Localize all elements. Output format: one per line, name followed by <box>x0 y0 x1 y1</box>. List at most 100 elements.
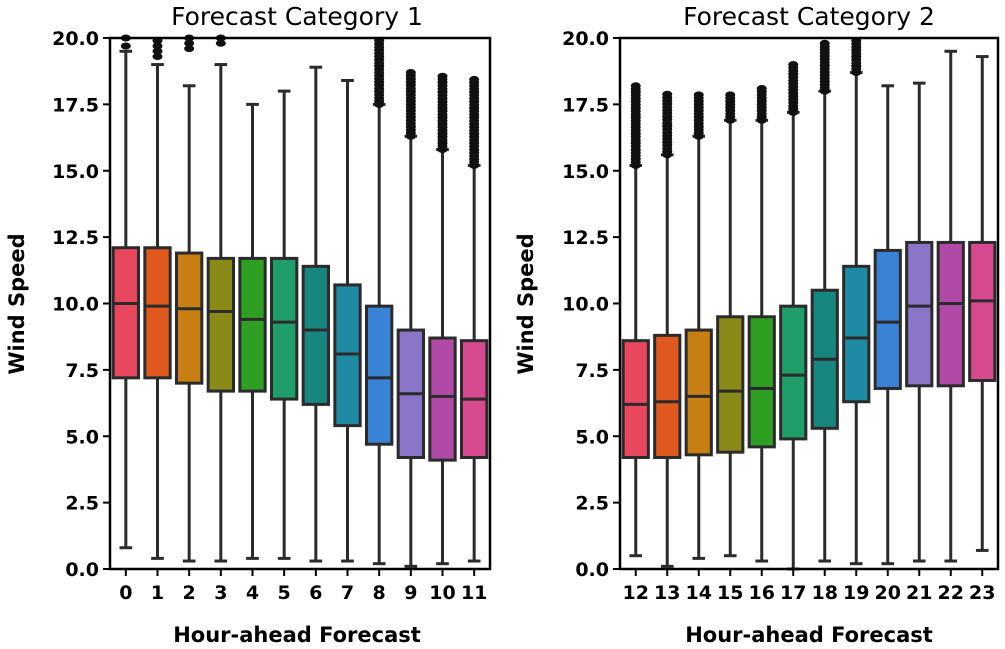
x-tick-label: 16 <box>749 582 775 604</box>
outlier-point <box>662 90 673 98</box>
x-tick-label: 15 <box>717 582 743 604</box>
x-tick-label: 19 <box>843 582 869 604</box>
x-tick-label: 2 <box>183 582 196 604</box>
y-axis-label: Wind Speed <box>5 233 29 374</box>
x-tick-label: 7 <box>341 582 354 604</box>
x-tick-label: 14 <box>686 582 712 604</box>
y-tick-label: 17.5 <box>562 94 609 116</box>
box-iqr <box>779 304 808 441</box>
box-18 <box>810 39 839 563</box>
x-tick-label: 8 <box>373 582 386 604</box>
box-2 <box>175 34 204 563</box>
box-21 <box>905 81 934 563</box>
x-tick-label: 21 <box>906 582 932 604</box>
y-axis-label: Wind Speed <box>514 233 538 374</box>
box-iqr <box>905 240 934 388</box>
x-tick-label: 12 <box>623 582 649 604</box>
panel-forecast-category-1: Forecast Category 1 Wind Speed Hour-ahea… <box>5 2 492 647</box>
y-tick-label: 0.0 <box>65 559 99 581</box>
plot-area: 0.0 2.5 5.0 7.5 10.0 12.5 15.0 17.5 20.0 0 1 2 3 4 5 6 7… <box>52 28 492 604</box>
outlier-point <box>788 61 799 69</box>
x-tick-label: 0 <box>119 582 132 604</box>
box-0 <box>111 34 140 550</box>
outlier-point <box>819 39 830 47</box>
box-17 <box>779 61 808 571</box>
box-iqr <box>653 333 682 459</box>
box-23 <box>968 55 997 552</box>
outlier-point <box>152 42 163 50</box>
outlier-point <box>152 53 163 61</box>
box-11 <box>460 75 489 563</box>
box-13 <box>653 90 682 568</box>
box-20 <box>873 84 902 566</box>
x-tick-label: 17 <box>780 582 806 604</box>
outlier-point <box>215 39 226 47</box>
axes-frame <box>108 36 492 571</box>
box-iqr <box>365 304 394 446</box>
x-tick-label: 22 <box>938 582 964 604</box>
x-tick-label: 11 <box>461 582 487 604</box>
box-6 <box>301 65 330 563</box>
box-5 <box>270 89 299 560</box>
y-tick-label: 5.0 <box>575 426 609 448</box>
box-22 <box>936 49 965 563</box>
outlier-point <box>693 91 704 99</box>
outlier-point <box>152 47 163 55</box>
outlier-point <box>756 84 767 92</box>
outlier-point <box>725 91 736 99</box>
chart-title: Forecast Category 1 <box>171 2 423 31</box>
x-tick-label: 1 <box>151 582 164 604</box>
box-3 <box>206 34 236 563</box>
box-iqr <box>936 240 965 388</box>
y-tick-label: 20.0 <box>52 28 99 50</box>
y-tick-label: 7.5 <box>65 360 99 382</box>
box-19 <box>842 37 871 566</box>
box-10 <box>428 72 457 566</box>
x-tick-label: 3 <box>214 582 227 604</box>
axes-frame <box>618 36 1000 571</box>
box-iqr <box>684 328 713 457</box>
box-iqr <box>238 256 267 393</box>
box-4 <box>238 102 267 560</box>
box-12 <box>621 82 650 558</box>
y-tick-label: 15.0 <box>562 161 609 183</box>
x-axis-label: Hour-ahead Forecast <box>685 623 933 647</box>
y-tick-label: 17.5 <box>52 94 99 116</box>
box-iqr <box>270 256 299 401</box>
outlier-point <box>120 42 131 50</box>
box-iqr <box>206 256 236 393</box>
box-iqr <box>842 264 871 404</box>
y-tick-label: 7.5 <box>575 360 609 382</box>
box-14 <box>684 91 713 560</box>
x-tick-label: 13 <box>654 582 680 604</box>
x-tick-label: 4 <box>246 582 259 604</box>
y-tick-label: 15.0 <box>52 161 99 183</box>
box-8 <box>365 37 394 566</box>
box-7 <box>333 78 362 563</box>
x-tick-label: 18 <box>812 582 838 604</box>
panel-forecast-category-2: Forecast Category 2 Wind Speed Hour-ahea… <box>514 2 1000 647</box>
x-tick-label: 20 <box>875 582 901 604</box>
y-tick-label: 12.5 <box>562 227 609 249</box>
y-tick-label: 2.5 <box>65 493 99 515</box>
y-tick-label: 10.0 <box>562 294 609 316</box>
box-iqr <box>716 315 745 454</box>
box-15 <box>716 91 745 558</box>
box-iqr <box>968 240 997 382</box>
x-tick-label: 6 <box>309 582 322 604</box>
y-tick-label: 12.5 <box>52 227 99 249</box>
x-tick-label: 9 <box>404 582 417 604</box>
box-iqr <box>621 339 650 459</box>
outlier-point <box>469 75 480 83</box>
box-iqr <box>143 246 172 380</box>
outlier-point <box>184 39 195 47</box>
box-iqr <box>111 246 140 380</box>
box-9 <box>396 69 425 568</box>
y-tick-label: 2.5 <box>575 493 609 515</box>
y-tick-label: 5.0 <box>65 426 99 448</box>
box-16 <box>747 84 776 563</box>
outlier-point <box>630 82 641 90</box>
box-iqr <box>428 336 457 462</box>
outlier-point <box>437 72 448 80</box>
